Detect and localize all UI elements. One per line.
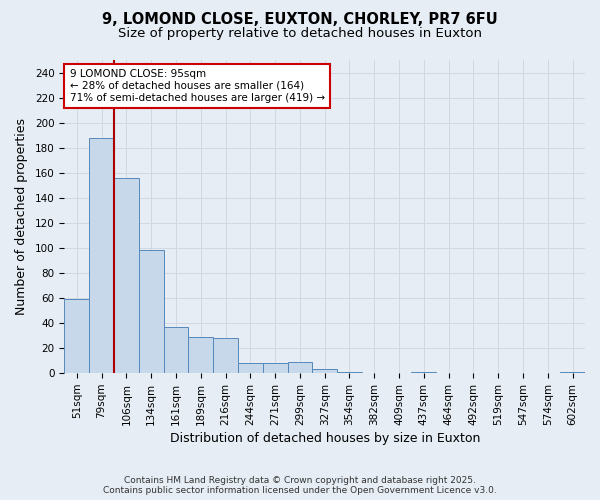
Bar <box>263 363 287 373</box>
Bar <box>164 327 188 373</box>
Y-axis label: Number of detached properties: Number of detached properties <box>15 118 28 315</box>
Bar <box>313 370 337 373</box>
Bar <box>238 363 263 373</box>
Text: 9 LOMOND CLOSE: 95sqm
← 28% of detached houses are smaller (164)
71% of semi-det: 9 LOMOND CLOSE: 95sqm ← 28% of detached … <box>70 70 325 102</box>
Bar <box>89 138 114 373</box>
Bar <box>412 372 436 373</box>
Bar <box>337 372 362 373</box>
Bar <box>287 362 313 373</box>
Text: Contains HM Land Registry data © Crown copyright and database right 2025.
Contai: Contains HM Land Registry data © Crown c… <box>103 476 497 495</box>
Bar <box>64 300 89 373</box>
Bar <box>139 250 164 373</box>
X-axis label: Distribution of detached houses by size in Euxton: Distribution of detached houses by size … <box>170 432 480 445</box>
Text: 9, LOMOND CLOSE, EUXTON, CHORLEY, PR7 6FU: 9, LOMOND CLOSE, EUXTON, CHORLEY, PR7 6F… <box>102 12 498 28</box>
Bar <box>188 337 213 373</box>
Bar <box>213 338 238 373</box>
Bar <box>560 372 585 373</box>
Text: Size of property relative to detached houses in Euxton: Size of property relative to detached ho… <box>118 28 482 40</box>
Bar <box>114 178 139 373</box>
